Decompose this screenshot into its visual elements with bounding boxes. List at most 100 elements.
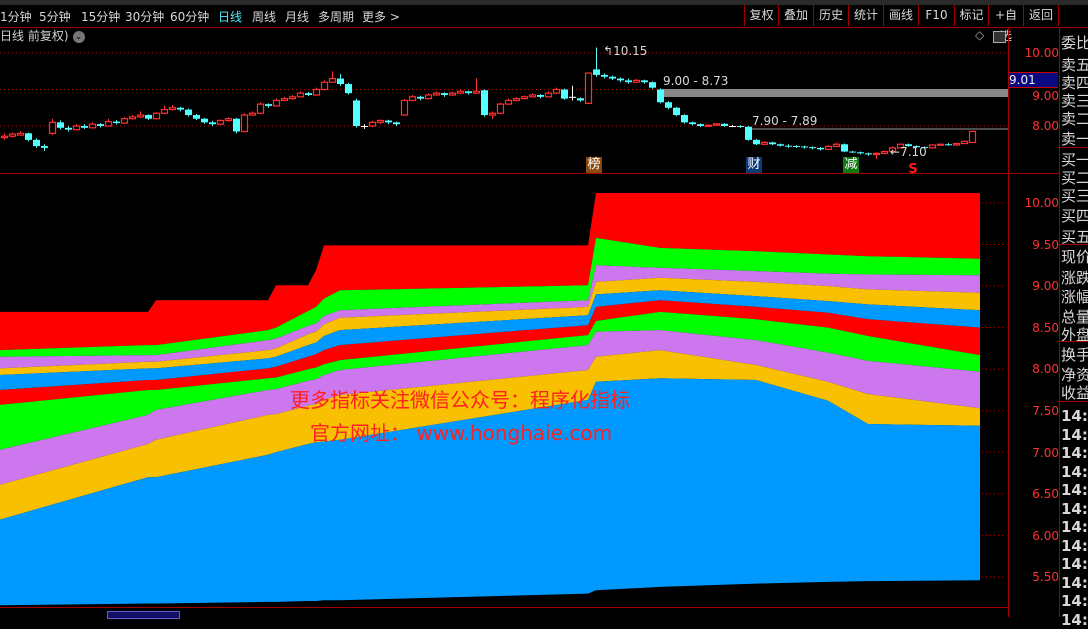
- candle-down: [393, 122, 400, 125]
- period-5min[interactable]: 5分钟: [39, 10, 71, 24]
- chart-header: 日线 前复权) ⌄: [0, 27, 85, 44]
- candle-up: [712, 123, 721, 126]
- period-1min[interactable]: 1分钟: [0, 10, 32, 24]
- panel-divider: [1058, 244, 1088, 245]
- mark-button[interactable]: 标记: [954, 5, 988, 26]
- bottom-tick: 7.50: [1032, 404, 1059, 418]
- candle-down: [745, 126, 752, 140]
- diamond-icon[interactable]: ◇: [975, 28, 985, 42]
- candle-down: [41, 146, 48, 148]
- tick-time: 14:5: [1061, 518, 1088, 536]
- candle-up: [512, 98, 521, 102]
- top-tick-8: 8.00: [1032, 119, 1059, 133]
- candle-up: [312, 88, 321, 96]
- quote-field-label: 净资: [1061, 366, 1088, 384]
- panel-toggle-icon[interactable]: [993, 31, 1006, 43]
- candle-down: [809, 147, 816, 149]
- marker-finance[interactable]: 财: [746, 157, 762, 173]
- candle-up: [824, 145, 833, 150]
- candle-up: [584, 72, 593, 104]
- candle-up: [888, 147, 897, 153]
- candle-up: [544, 92, 553, 98]
- period-multi[interactable]: 多周期: [318, 10, 355, 24]
- candle-down: [945, 144, 952, 146]
- axis-divider: [1009, 173, 1059, 174]
- range-label-2: 7.90 - 7.89: [752, 114, 818, 128]
- period-weekly[interactable]: 周线: [252, 10, 277, 24]
- candle-down: [481, 90, 488, 116]
- candle-down: [417, 96, 424, 99]
- pane-divider: [0, 173, 1058, 174]
- candle-up: [0, 135, 9, 139]
- candle-down: [737, 126, 744, 127]
- chevron-down-circle-icon[interactable]: ⌄: [72, 30, 85, 43]
- candle-up: [936, 143, 945, 146]
- period-60min[interactable]: 60分钟: [170, 10, 210, 24]
- period-30min[interactable]: 30分钟: [125, 10, 165, 24]
- candle-up: [968, 130, 977, 144]
- bottom-tick: 9.50: [1032, 238, 1059, 252]
- marker-reduce[interactable]: 减: [843, 157, 859, 173]
- candle-up: [896, 143, 905, 149]
- distribution-band-4: [0, 277, 980, 375]
- candle-down: [113, 121, 120, 124]
- candle-down: [817, 147, 824, 150]
- quote-field-label: 买四: [1061, 207, 1088, 225]
- tick-time: 14:5: [1061, 407, 1088, 425]
- distribution-band-5: [0, 290, 980, 390]
- back-button[interactable]: 返回: [1023, 5, 1059, 26]
- distribution-band-1: [0, 193, 980, 351]
- quote-field-label: 换手: [1061, 346, 1088, 364]
- distribution-band-2: [0, 237, 980, 357]
- quote-field-label: 收益: [1061, 384, 1088, 402]
- candle-down: [793, 146, 800, 148]
- overlay-button[interactable]: 叠加: [778, 5, 813, 26]
- distribution-band-10: [0, 378, 980, 606]
- candle-up: [104, 121, 113, 127]
- history-button[interactable]: 历史: [813, 5, 848, 26]
- draw-line-button[interactable]: 画线: [883, 5, 918, 26]
- candle-down: [721, 123, 728, 126]
- period-daily[interactable]: 日线: [218, 10, 243, 24]
- candle-down: [665, 102, 672, 108]
- marker-sell[interactable]: S: [908, 162, 918, 177]
- watermark-line-2: 官方网址： www.honghaie.com: [310, 421, 613, 445]
- candle-down: [849, 151, 856, 153]
- candle-up: [832, 143, 841, 148]
- candle-up: [160, 108, 169, 114]
- chart-canvas[interactable]: [0, 0, 1008, 617]
- marker-ranking[interactable]: 榜: [586, 157, 602, 173]
- candle-up: [168, 107, 177, 111]
- tick-time: 14:5: [1061, 481, 1088, 499]
- candle-up: [504, 99, 513, 105]
- candle-down: [33, 139, 40, 147]
- period-monthly[interactable]: 月线: [285, 10, 310, 24]
- tick-time: 14:5: [1061, 573, 1088, 592]
- bottom-tick: 7.00: [1032, 446, 1059, 460]
- candle-up: [280, 98, 289, 102]
- candle-up: [872, 152, 881, 156]
- candle-up: [552, 88, 561, 94]
- candle-down: [609, 76, 616, 79]
- statistics-button[interactable]: 统计: [848, 5, 883, 26]
- candle-down: [201, 118, 208, 123]
- f10-button[interactable]: F10: [918, 5, 954, 26]
- bottom-tick: 8.50: [1032, 321, 1059, 335]
- candle-down: [441, 93, 448, 95]
- candle-flat: [361, 126, 368, 127]
- restore-rights-button[interactable]: 复权: [744, 5, 778, 26]
- high-price-value: 10.15: [613, 44, 648, 58]
- candle-up: [288, 96, 297, 100]
- quote-field-label: 买二: [1061, 169, 1088, 187]
- period-15min[interactable]: 15分钟: [81, 10, 121, 24]
- candle-down: [905, 144, 912, 147]
- tick-time: 14:5: [1061, 425, 1088, 444]
- candle-down: [561, 89, 568, 99]
- tick-time: 14:5: [1061, 462, 1088, 481]
- candle-down: [577, 98, 584, 101]
- candle-up: [296, 92, 305, 98]
- candle-down: [785, 145, 792, 147]
- period-more[interactable]: 更多 >: [362, 10, 400, 24]
- candle-up: [496, 103, 505, 114]
- candle-down: [857, 152, 864, 154]
